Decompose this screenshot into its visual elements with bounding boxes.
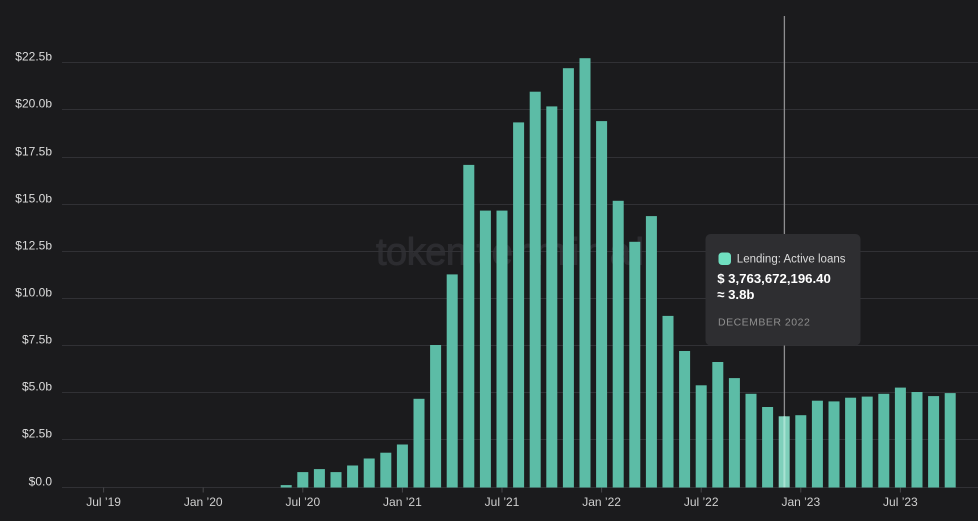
svg-text:$7.5b: $7.5b [22,332,52,346]
svg-text:$17.5b: $17.5b [15,144,52,158]
svg-text:$ 3,763,672,196.40: $ 3,763,672,196.40 [717,271,831,286]
svg-text:$12.5b: $12.5b [15,238,52,252]
svg-text:Lending: Active loans: Lending: Active loans [737,254,846,266]
svg-text:Jan ’20: Jan ’20 [184,495,223,509]
svg-text:Jul ’19: Jul ’19 [86,495,121,509]
svg-text:$10.0b: $10.0b [15,285,52,299]
svg-text:$20.0b: $20.0b [15,96,52,110]
svg-text:Jul ’20: Jul ’20 [285,495,320,509]
svg-text:Jul ’21: Jul ’21 [485,495,520,509]
svg-text:$0.0: $0.0 [29,474,53,488]
svg-text:$2.5b: $2.5b [22,426,52,440]
svg-text:DECEMBER 2022: DECEMBER 2022 [718,317,810,329]
svg-text:Jul ’23: Jul ’23 [883,495,918,509]
svg-text:$15.0b: $15.0b [15,191,52,205]
svg-text:Jan ’21: Jan ’21 [383,495,422,509]
svg-text:Jan ’22: Jan ’22 [582,495,621,509]
svg-text:$22.5b: $22.5b [15,49,52,63]
svg-text:Jul ’22: Jul ’22 [684,495,719,509]
svg-text:Jan ’23: Jan ’23 [781,495,820,509]
svg-text:$5.0b: $5.0b [22,379,52,393]
svg-text:≈ 3.8b: ≈ 3.8b [717,287,754,302]
